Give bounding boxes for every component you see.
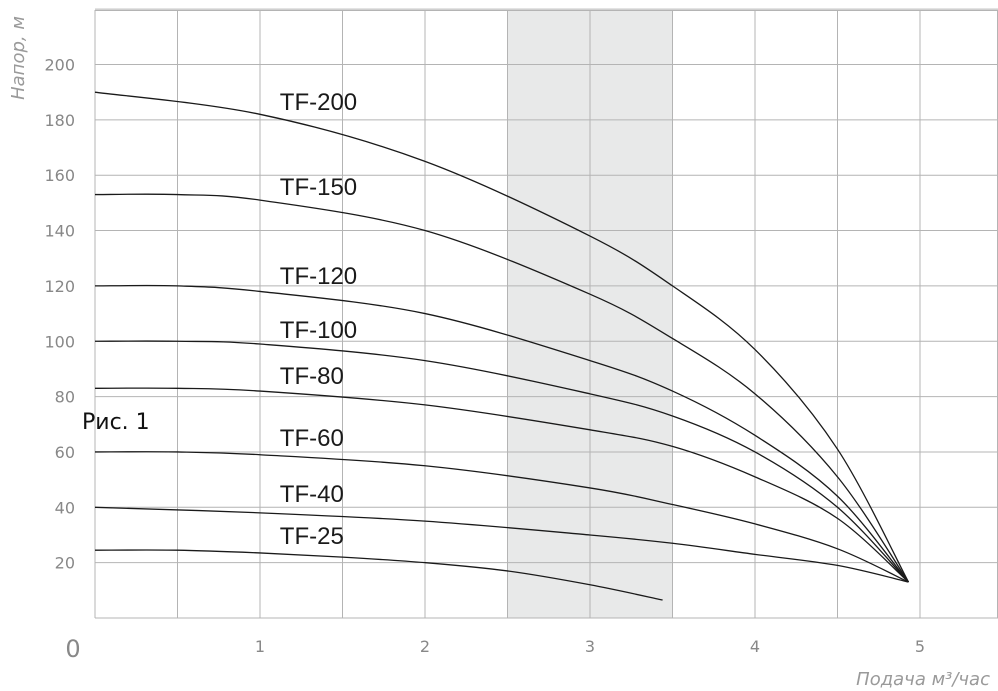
y-tick-label: 120 [44,277,75,296]
y-tick-label: 160 [44,166,75,185]
series-label-tf-40: TF-40 [280,481,344,508]
series-label-tf-200: TF-200 [280,89,357,116]
y-tick-label: 200 [44,56,75,75]
series-label-tf-25: TF-25 [280,523,344,550]
series-line-tf-80 [95,388,908,582]
figure-annotation: Рис. 1 [82,410,150,435]
origin-label: 0 [65,635,80,663]
series-label-tf-120: TF-120 [280,263,357,290]
y-axis-title: Напор, м [8,16,29,100]
x-tick-label: 4 [750,637,760,656]
y-tick-label: 140 [44,222,75,241]
series-line-tf-150 [95,194,908,582]
y-tick-label: 40 [55,498,75,517]
y-tick-label: 20 [55,554,75,573]
x-tick-label: 3 [585,637,595,656]
series-label-tf-60: TF-60 [280,425,344,452]
y-tick-label: 100 [44,332,75,351]
x-tick-label: 5 [915,637,925,656]
x-tick-label: 1 [255,637,265,656]
y-tick-label: 80 [55,388,75,407]
series-line-tf-200 [95,92,908,582]
series-line-tf-120 [95,285,908,582]
y-tick-label: 180 [44,111,75,130]
x-axis-title: Подача м³/час [856,669,990,690]
x-tick-label: 2 [420,637,430,656]
series-label-tf-80: TF-80 [280,363,344,390]
series-label-tf-100: TF-100 [280,317,357,344]
series-label-tf-150: TF-150 [280,174,357,201]
y-tick-label: 60 [55,443,75,462]
series-line-tf-100 [95,341,908,582]
